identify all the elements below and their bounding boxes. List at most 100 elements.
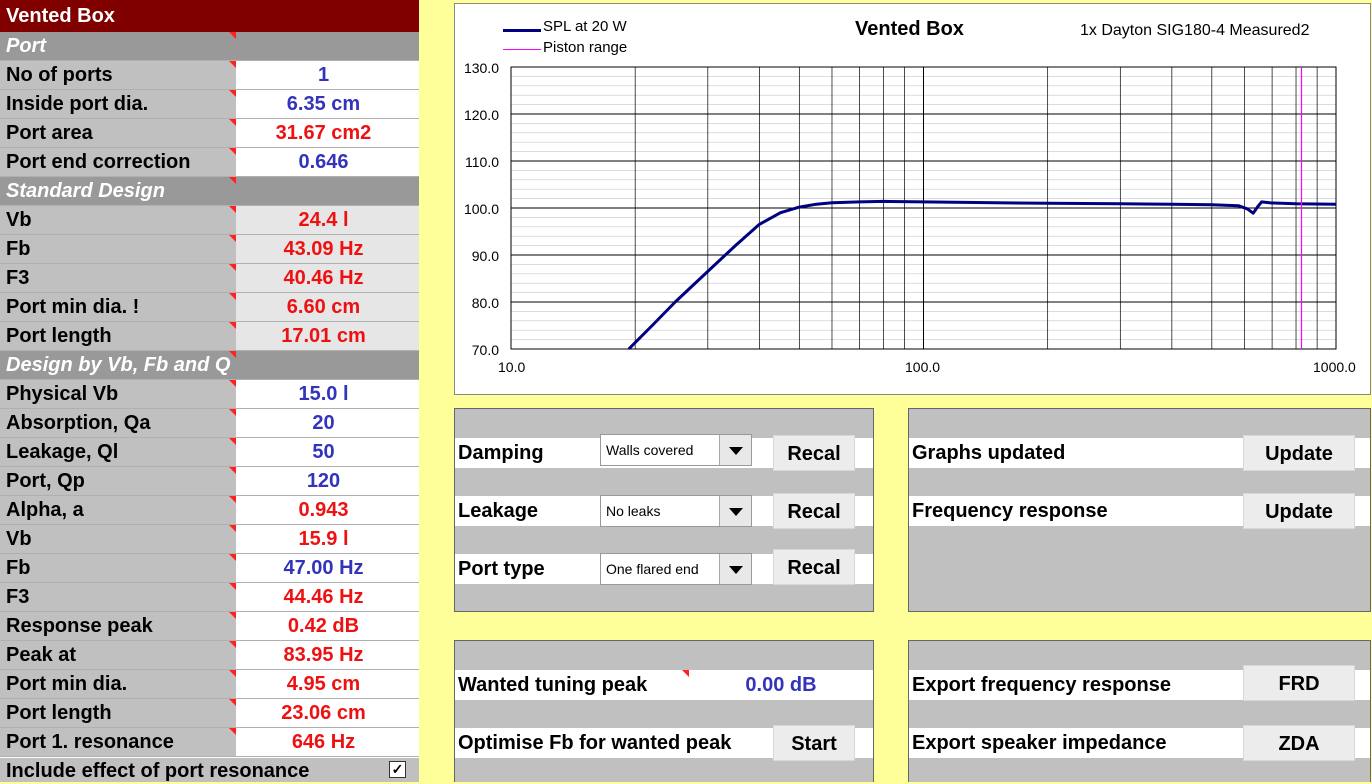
port-area-value: 31.67 cm2 — [236, 119, 419, 147]
row-port-min-dia: Port min dia. 4.95 cm — [0, 670, 419, 699]
row-inside-port-dia: Inside port dia. 6.35 cm — [0, 90, 419, 119]
damping-select[interactable]: Walls covered — [600, 434, 752, 466]
damping-label: Damping — [458, 442, 544, 464]
leakage-label: Leakage — [458, 500, 539, 522]
std-port-min-dia-value: 6.60 cm — [236, 293, 419, 321]
frequency-response-chart: SPL at 20 W Piston range Vented Box 1x D… — [454, 3, 1371, 395]
wanted-tuning-input[interactable]: 0.00 dB — [745, 674, 817, 696]
inside-port-dia-input[interactable]: 6.35 cm — [236, 90, 419, 118]
port-resonance-value: 646 Hz — [236, 728, 419, 756]
section-port: Port — [0, 32, 419, 61]
row-port-length: Port length 23.06 cm — [0, 699, 419, 728]
row-no-of-ports: No of ports 1 — [0, 61, 419, 90]
row-std-port-min-dia: Port min dia. ! 6.60 cm — [0, 293, 419, 322]
tuning-panel: Wanted tuning peak 0.00 dB Optimise Fb f… — [454, 640, 874, 782]
row-std-port-length: Port length 17.01 cm — [0, 322, 419, 351]
response-peak-value: 0.42 dB — [236, 612, 419, 640]
legend-spl-label: SPL at 20 W — [543, 18, 627, 35]
row-std-fb: Fb 43.09 Hz — [0, 235, 419, 264]
x-tick-100: 100.0 — [905, 359, 941, 375]
y-tick-100: 100.0 — [463, 201, 499, 217]
f3-value: 44.46 Hz — [236, 583, 419, 611]
chevron-down-icon[interactable] — [719, 435, 751, 465]
y-tick-120: 120.0 — [463, 107, 499, 123]
row-alpha: Alpha, a 0.943 — [0, 496, 419, 525]
y-tick-80: 80.0 — [471, 295, 499, 311]
port-resonance-checkbox-label: Include effect of port resonance — [6, 760, 310, 782]
section-design-vb-fb-q: Design by Vb, Fb and Q — [0, 351, 419, 380]
leakage-ql-input[interactable]: 50 — [236, 438, 419, 466]
spl-series-line — [627, 199, 1337, 351]
graphs-update-button[interactable]: Update — [1243, 435, 1355, 471]
row-physical-vb: Physical Vb 15.0 l — [0, 380, 419, 409]
export-panel: Export frequency response FRD Export spe… — [908, 640, 1371, 782]
wanted-tuning-row: Wanted tuning peak 0.00 dB — [455, 670, 873, 700]
export-impedance-label: Export speaker impedance — [912, 732, 1167, 754]
y-tick-130: 130.0 — [463, 60, 499, 76]
damping-recal-button[interactable]: Recal — [773, 435, 855, 471]
parameter-sheet: Vented Box Port No of ports 1 Inside port… — [0, 0, 419, 782]
plot-border — [510, 66, 1337, 350]
zda-button[interactable]: ZDA — [1243, 725, 1355, 761]
chevron-down-icon[interactable] — [719, 496, 751, 526]
update-panel: Graphs updated Update Frequency response… — [908, 408, 1371, 612]
y-tick-90: 90.0 — [471, 248, 499, 264]
frequency-response-label: Frequency response — [912, 500, 1108, 522]
y-tick-110: 110.0 — [465, 154, 499, 170]
frd-button[interactable]: FRD — [1243, 665, 1355, 701]
row-leakage-ql: Leakage, Ql 50 — [0, 438, 419, 467]
row-std-f3: F3 40.46 Hz — [0, 264, 419, 293]
physical-vb-input[interactable]: 15.0 l — [236, 380, 419, 408]
row-peak-at: Peak at 83.95 Hz — [0, 641, 419, 670]
x-tick-1000: 1000.0 — [1313, 359, 1356, 375]
y-tick-70: 70.0 — [471, 342, 499, 358]
start-button[interactable]: Start — [773, 725, 855, 761]
wanted-tuning-label: Wanted tuning peak — [458, 674, 648, 696]
chart-subtitle: 1x Dayton SIG180-4 Measured2 — [1080, 22, 1310, 39]
row-port-qp: Port, Qp 120 — [0, 467, 419, 496]
row-port-area: Port area 31.67 cm2 — [0, 119, 419, 148]
std-vb-value: 24.4 l — [236, 206, 419, 234]
port-resonance-checkbox[interactable]: ✓ — [389, 761, 406, 778]
sheet-title: Vented Box — [0, 0, 419, 32]
row-fb: Fb 47.00 Hz — [0, 554, 419, 583]
port-resonance-checkbox-row: Include effect of port resonance ✓ — [0, 758, 419, 782]
section-standard-design: Standard Design — [0, 177, 419, 206]
peak-at-value: 83.95 Hz — [236, 641, 419, 669]
x-tick-10: 10.0 — [498, 359, 526, 375]
port-qp-input[interactable]: 120 — [236, 467, 419, 495]
graphs-updated-label: Graphs updated — [912, 442, 1066, 464]
port-type-label: Port type — [458, 558, 545, 580]
legend-spl-line — [503, 29, 541, 32]
std-port-length-value: 17.01 cm — [236, 322, 419, 350]
plot-area — [510, 66, 1337, 351]
std-f3-value: 40.46 Hz — [236, 264, 419, 292]
alpha-value: 0.943 — [236, 496, 419, 524]
chart-title: Vented Box — [855, 18, 964, 40]
vb-value: 15.9 l — [236, 525, 419, 553]
port-length-value: 23.06 cm — [236, 699, 419, 727]
design-options-panel: Damping Walls covered Recal Leakage No l… — [454, 408, 874, 612]
row-f3: F3 44.46 Hz — [0, 583, 419, 612]
port-type-select[interactable]: One flared end — [600, 553, 752, 585]
row-response-peak: Response peak 0.42 dB — [0, 612, 419, 641]
legend-piston-label: Piston range — [543, 39, 628, 56]
no-of-ports-input[interactable]: 1 — [236, 61, 419, 89]
chevron-down-icon[interactable] — [719, 554, 751, 584]
port-type-recal-button[interactable]: Recal — [773, 549, 855, 585]
std-fb-value: 43.09 Hz — [236, 235, 419, 263]
row-port-resonance: Port 1. resonance 646 Hz — [0, 728, 419, 757]
frequency-response-update-button[interactable]: Update — [1243, 493, 1355, 529]
row-vb: Vb 15.9 l — [0, 525, 419, 554]
absorption-qa-input[interactable]: 20 — [236, 409, 419, 437]
legend-piston-line — [503, 49, 541, 50]
row-port-end-correction: Port end correction 0.646 — [0, 148, 419, 177]
leakage-recal-button[interactable]: Recal — [773, 493, 855, 529]
port-end-correction-input[interactable]: 0.646 — [236, 148, 419, 176]
fb-input[interactable]: 47.00 Hz — [236, 554, 419, 582]
row-absorption-qa: Absorption, Qa 20 — [0, 409, 419, 438]
port-min-dia-value: 4.95 cm — [236, 670, 419, 698]
row-std-vb: Vb 24.4 l — [0, 206, 419, 235]
optimise-label: Optimise Fb for wanted peak — [458, 732, 732, 754]
leakage-select[interactable]: No leaks — [600, 495, 752, 527]
